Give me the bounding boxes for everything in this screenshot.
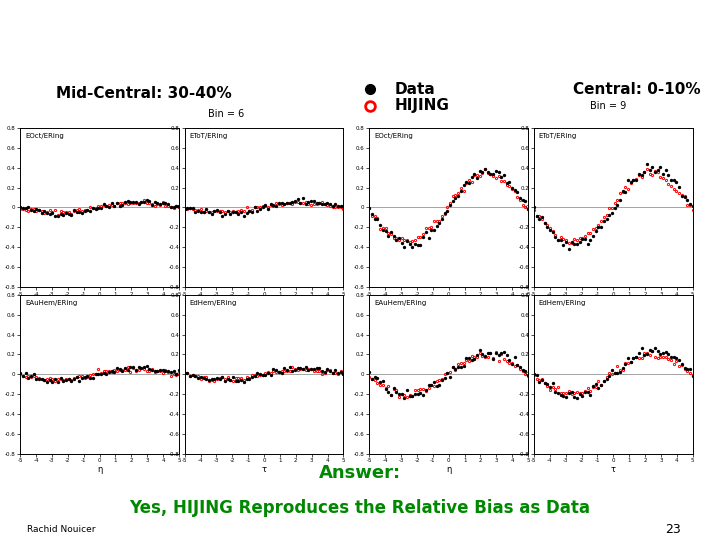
Text: Does HIJING Reproduce the Relative Bias like Data?: Does HIJING Reproduce the Relative Bias … (58, 26, 662, 46)
Text: EToT/ERing: EToT/ERing (539, 133, 577, 139)
Text: 23: 23 (665, 523, 681, 536)
X-axis label: η: η (97, 298, 102, 307)
Text: EAuHem/ERing: EAuHem/ERing (374, 300, 426, 306)
Text: Yes, HIJING Reproduces the Relative Bias as Data: Yes, HIJING Reproduces the Relative Bias… (130, 499, 590, 517)
Text: EOct/ERing: EOct/ERing (25, 133, 63, 139)
Text: EAuHem/ERing: EAuHem/ERing (25, 300, 77, 306)
Text: HIJING: HIJING (395, 98, 450, 113)
Text: Bin = 9: Bin = 9 (590, 102, 626, 111)
Text: EToT/ERing: EToT/ERing (189, 133, 228, 139)
Text: Bin = 6: Bin = 6 (208, 109, 245, 119)
X-axis label: τ: τ (611, 298, 616, 307)
Text: EOct/ERing: EOct/ERing (374, 133, 413, 139)
Text: Mid-Central: 30-40%: Mid-Central: 30-40% (56, 86, 233, 101)
X-axis label: τ: τ (261, 465, 266, 474)
X-axis label: η: η (446, 298, 451, 307)
Text: Central: 0-10%: Central: 0-10% (573, 82, 701, 97)
X-axis label: η: η (446, 465, 451, 474)
X-axis label: τ: τ (611, 465, 616, 474)
Text: Answer:: Answer: (319, 464, 401, 482)
X-axis label: τ: τ (261, 298, 266, 307)
Text: Data: Data (395, 82, 436, 97)
X-axis label: η: η (97, 465, 102, 474)
Text: Rachid Nouicer: Rachid Nouicer (27, 525, 96, 535)
Text: EdHem/ERing: EdHem/ERing (539, 300, 586, 306)
Text: EdHem/ERing: EdHem/ERing (189, 300, 237, 306)
